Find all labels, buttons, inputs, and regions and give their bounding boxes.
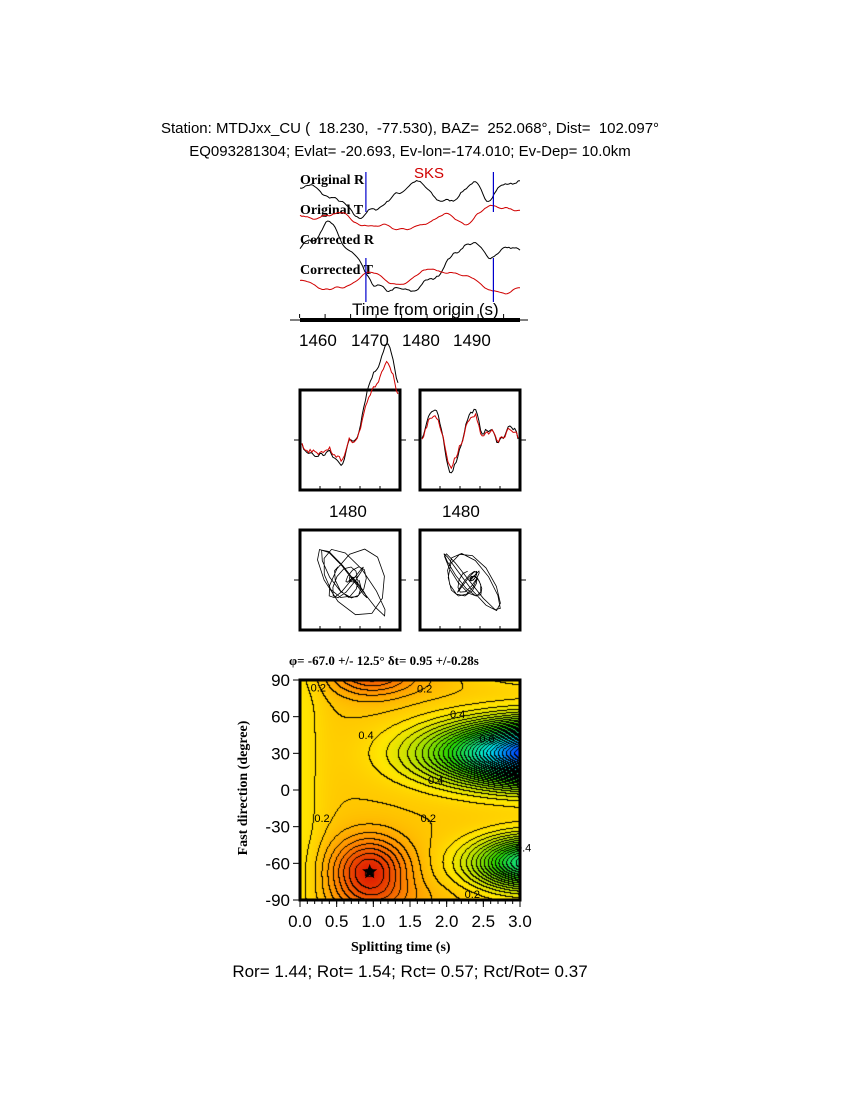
contour-xtick-label: 2.5 xyxy=(472,912,496,931)
trace-corrected-r xyxy=(299,220,521,293)
contour-level-label: 0.2 xyxy=(465,889,480,901)
contour-level-label: 0.2 xyxy=(421,813,436,825)
misfit-heatmap xyxy=(300,680,520,900)
contour-xtick-label: 1.5 xyxy=(398,912,422,931)
contour-level-label: 0.6 xyxy=(479,734,494,746)
trace-xtick: 1480 xyxy=(402,331,440,350)
particle-motion-curve xyxy=(443,553,501,612)
contour-xtick-label: 0.5 xyxy=(325,912,349,931)
contour-level-label: 0.4 xyxy=(358,730,373,742)
contour-ytick-label: -30 xyxy=(265,818,290,837)
contour-level-label: 0.4 xyxy=(428,775,443,787)
contour-xtick-label: 3.0 xyxy=(508,912,532,931)
contour-title: φ= -67.0 +/- 12.5° δt= 0.95 +/-0.28s xyxy=(289,653,479,668)
contour-level-label: 0.2 xyxy=(314,813,329,825)
trace-xtick: 1490 xyxy=(453,331,491,350)
contour-xtick-label: 1.0 xyxy=(362,912,386,931)
contour-xtick-label: 2.0 xyxy=(435,912,459,931)
trace-original-t xyxy=(299,204,521,231)
waveform-fast xyxy=(301,343,399,467)
waveform-slow xyxy=(301,360,399,463)
trace-label-original-t: Original T xyxy=(300,203,364,218)
contour-level-label: 0.2 xyxy=(417,684,432,696)
contour-ytick-label: -90 xyxy=(265,891,290,910)
contour-ytick-label: -60 xyxy=(265,854,290,873)
particle-motion-curve xyxy=(317,548,386,617)
contour-ytick-label: 60 xyxy=(271,708,290,727)
contour-frame xyxy=(298,678,522,902)
time-axis-bar xyxy=(300,318,520,322)
trace-xlabel: Time from origin (s) xyxy=(352,300,499,319)
trace-xtick: 1470 xyxy=(351,331,389,350)
waveform-slow xyxy=(421,412,519,470)
waveform-panel-frame xyxy=(418,388,522,492)
contour-level-label: 0.2 xyxy=(311,682,326,694)
sks-phase-label: SKS xyxy=(414,165,445,182)
ratios-text: Ror= 1.44; Rot= 1.54; Rct= 0.57; Rct/Rot… xyxy=(232,962,588,981)
contour-level-label: 0.4 xyxy=(450,709,465,721)
waveform-xtick: 1480 xyxy=(329,502,367,521)
trace-label-original-r: Original R xyxy=(300,173,365,188)
trace-corrected-t xyxy=(299,268,520,295)
contour-ytick-label: 0 xyxy=(281,781,290,800)
trace-xtick: 1460 xyxy=(299,331,337,350)
contour-ytick-label: 30 xyxy=(271,744,290,763)
waveform-xtick: 1480 xyxy=(442,502,480,521)
trace-original-r xyxy=(299,180,521,220)
best-fit-star-icon xyxy=(362,863,378,879)
contour-level-label: 0.4 xyxy=(516,842,531,854)
trace-label-corrected-t: Corrected T xyxy=(300,263,373,278)
contour-ytick-label: 90 xyxy=(271,671,290,690)
station-info: Station: MTDJxx_CU ( 18.230, -77.530), B… xyxy=(160,120,660,137)
contour-xtick-label: 0.0 xyxy=(288,912,312,931)
event-info: EQ093281304; Evlat= -20.693, Ev-lon=-174… xyxy=(189,143,631,160)
contour-xlabel: Splitting time (s) xyxy=(351,940,451,955)
